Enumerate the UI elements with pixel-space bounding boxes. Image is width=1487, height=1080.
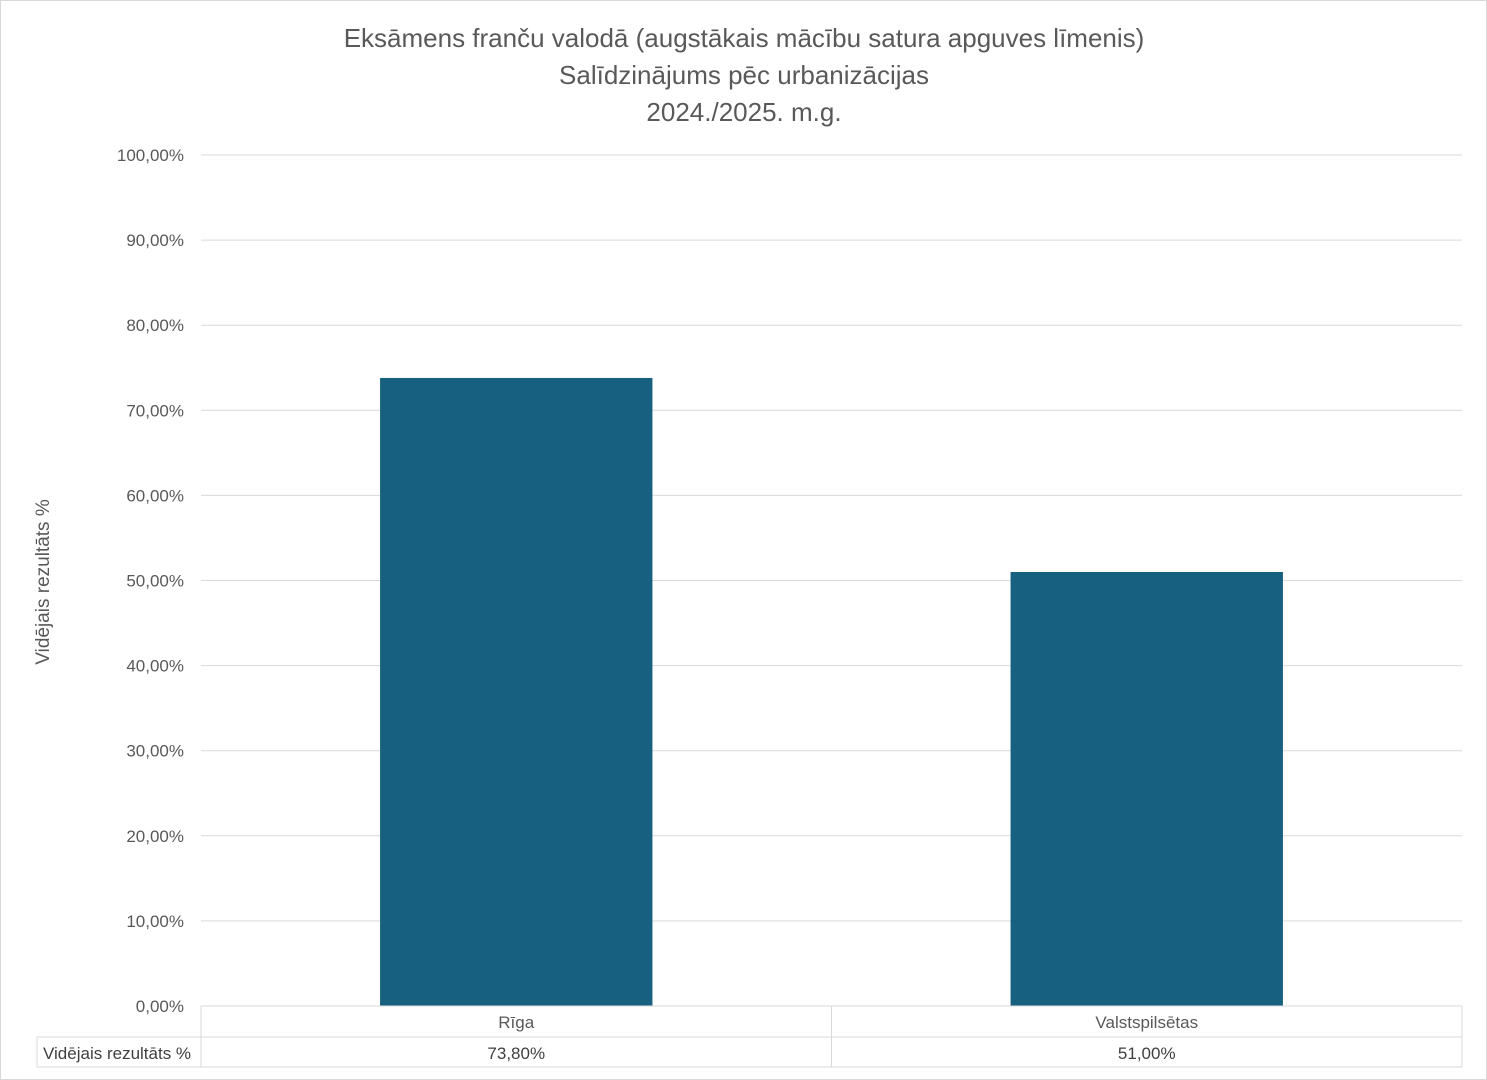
data-table: Rīga Valstspilsētas Vidējais rezultāts % 73… (36, 1005, 1463, 1068)
y-tick-label: 60,00% (126, 486, 184, 505)
y-tick-label: 0,00% (136, 997, 184, 1016)
chart-title-line-2: Salīdzinājums pēc urbanizācijas (559, 60, 929, 90)
table-series-label: Vidējais rezultāts % (43, 1044, 191, 1063)
chart-title: Eksāmens franču valodā (augstākais mācīb… (344, 23, 1145, 127)
table-value-cell: 51,00% (1118, 1044, 1176, 1063)
chart-title-line-1: Eksāmens franču valodā (augstākais mācīb… (344, 23, 1145, 53)
y-tick-label: 40,00% (126, 657, 184, 676)
y-tick-label: 30,00% (126, 742, 184, 761)
y-tick-label: 50,00% (126, 572, 184, 591)
y-axis-ticks: 0,00% 10,00% 20,00% 30,00% 40,00% 50,00% 60,00… (117, 146, 184, 1016)
bars (380, 377, 1283, 1006)
bar-r-ga (380, 377, 653, 1006)
y-tick-label: 100,00% (117, 146, 184, 165)
table-value-cell: 73,80% (487, 1044, 545, 1063)
category-label: Rīga (498, 1013, 534, 1032)
bar-valstspils-tas (1010, 571, 1283, 1006)
y-tick-label: 20,00% (126, 827, 184, 846)
category-label: Valstspilsētas (1095, 1013, 1198, 1032)
y-axis-label: Vidējais rezultāts % (33, 499, 54, 665)
y-tick-label: 70,00% (126, 401, 184, 420)
chart-title-line-3: 2024./2025. m.g. (646, 97, 841, 127)
y-tick-label: 80,00% (126, 316, 184, 335)
y-tick-label: 90,00% (126, 231, 184, 250)
y-tick-label: 10,00% (126, 912, 184, 931)
